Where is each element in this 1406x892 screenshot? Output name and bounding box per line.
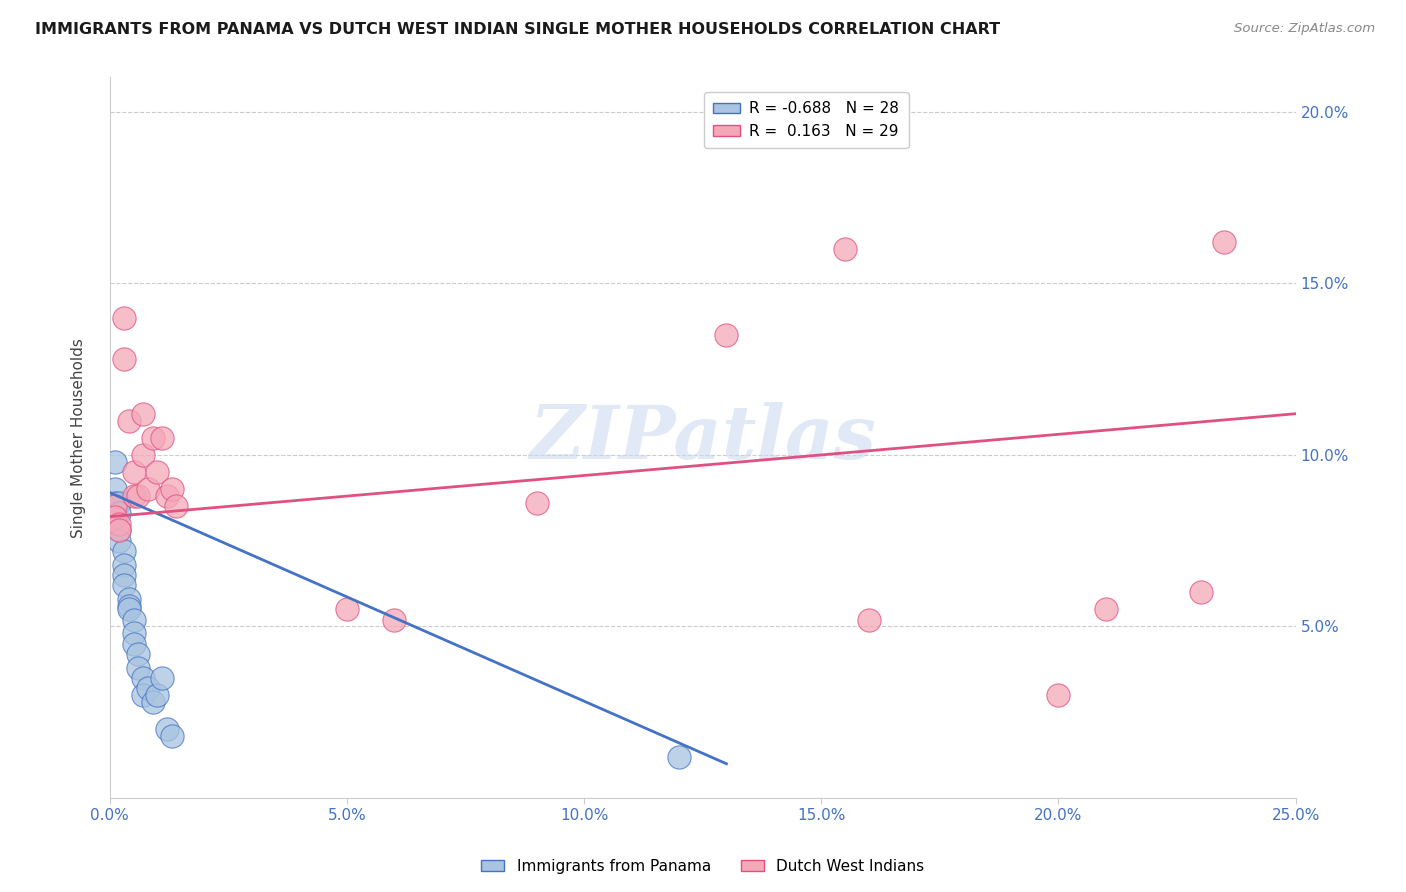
Point (150, 671, 173, 685)
Point (118, 599, 141, 613)
Point (384, 613, 406, 627)
Point (108, 506, 131, 520)
Point (132, 688, 155, 702)
Point (108, 496, 131, 510)
Text: Source: ZipAtlas.com: Source: ZipAtlas.com (1234, 22, 1375, 36)
Point (1047, 688, 1070, 702)
Point (104, 496, 127, 510)
Legend: Immigrants from Panama, Dutch West Indians: Immigrants from Panama, Dutch West India… (475, 853, 931, 880)
Point (156, 489, 179, 503)
Point (112, 558, 135, 572)
Y-axis label: Single Mother Households: Single Mother Households (72, 338, 86, 538)
Point (118, 592, 141, 607)
Point (104, 500, 127, 514)
Point (122, 465, 145, 479)
Legend: R = -0.688   N = 28, R =  0.163   N = 29: R = -0.688 N = 28, R = 0.163 N = 29 (703, 92, 908, 148)
Point (141, 431, 163, 445)
Text: ZIPatlas: ZIPatlas (529, 401, 876, 474)
Point (141, 695, 163, 709)
Point (526, 496, 548, 510)
Point (136, 482, 159, 496)
Point (122, 489, 145, 503)
Point (108, 516, 131, 531)
Point (112, 578, 135, 592)
Point (118, 414, 141, 428)
Point (122, 613, 145, 627)
Point (118, 602, 141, 616)
Point (136, 681, 159, 696)
Point (150, 431, 173, 445)
Point (716, 327, 738, 342)
Point (858, 613, 880, 627)
Point (122, 626, 145, 640)
Point (112, 351, 135, 366)
Point (668, 750, 690, 764)
Point (108, 533, 131, 548)
Point (1213, 235, 1236, 249)
Point (132, 407, 155, 421)
Point (146, 688, 169, 702)
Point (132, 448, 155, 462)
Point (160, 482, 183, 496)
Point (112, 544, 135, 558)
Point (104, 482, 127, 496)
Point (834, 242, 856, 256)
Point (146, 465, 169, 479)
Point (127, 661, 149, 675)
Point (336, 602, 359, 616)
Point (112, 568, 135, 582)
Point (156, 723, 179, 737)
Point (104, 455, 127, 469)
Point (132, 671, 155, 685)
Point (160, 729, 183, 743)
Point (104, 509, 127, 524)
Point (127, 489, 149, 503)
Point (1095, 602, 1118, 616)
Point (127, 647, 149, 661)
Point (108, 524, 131, 538)
Point (165, 500, 187, 514)
Point (108, 524, 131, 538)
Point (112, 310, 135, 325)
Point (122, 637, 145, 651)
Point (1189, 585, 1212, 599)
Text: IMMIGRANTS FROM PANAMA VS DUTCH WEST INDIAN SINGLE MOTHER HOUSEHOLDS CORRELATION: IMMIGRANTS FROM PANAMA VS DUTCH WEST IND… (35, 22, 1000, 37)
